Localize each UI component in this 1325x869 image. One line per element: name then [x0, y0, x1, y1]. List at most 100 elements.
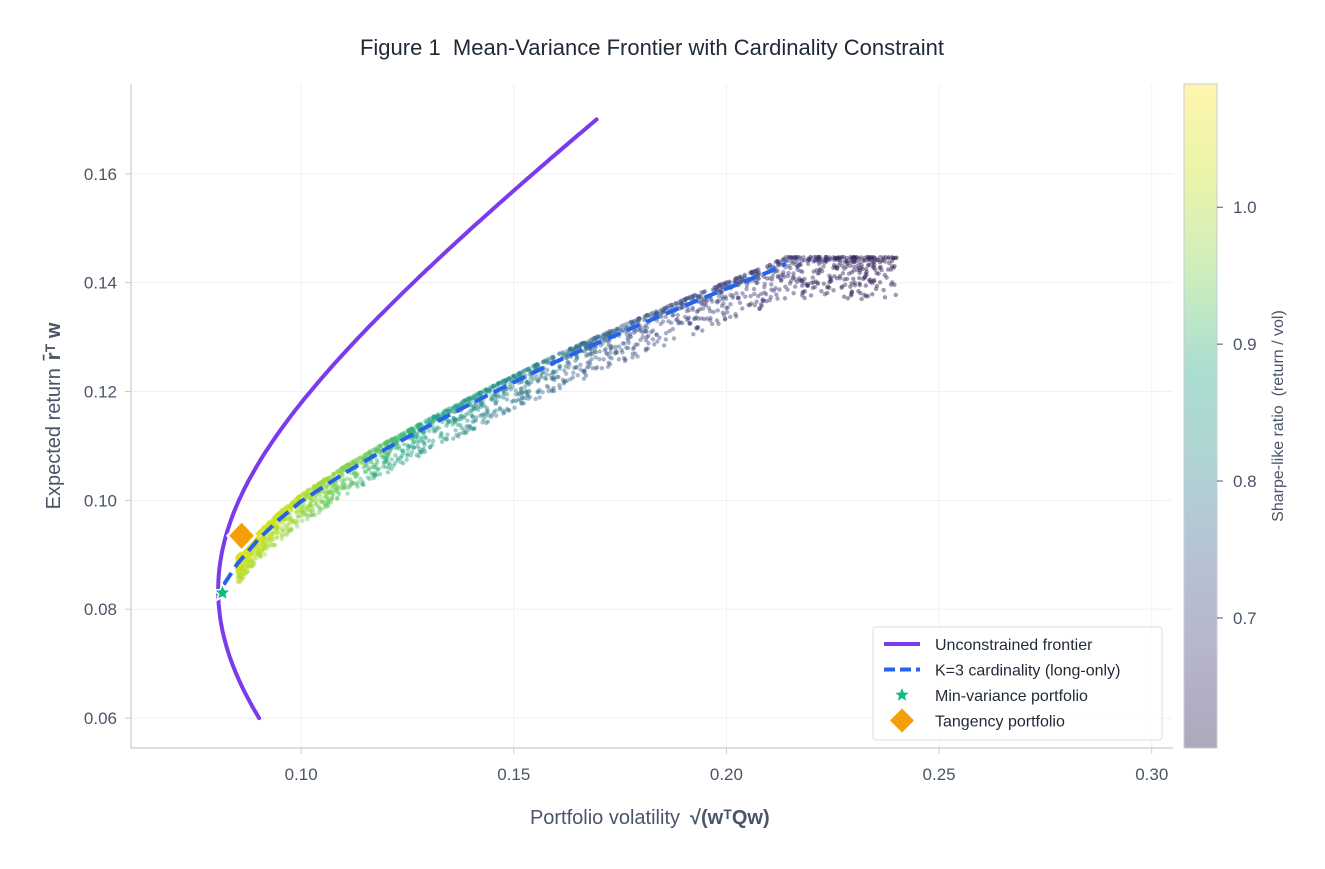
- scatter-point: [345, 476, 350, 481]
- scatter-point: [360, 479, 365, 484]
- scatter-point: [313, 483, 318, 488]
- scatter-point: [793, 284, 798, 289]
- scatter-point: [261, 544, 267, 549]
- scatter-point: [775, 259, 780, 264]
- scatter-point: [432, 429, 437, 434]
- scatter-point: [678, 301, 684, 307]
- scatter-point: [236, 579, 242, 585]
- scatter-point: [274, 534, 280, 539]
- scatter-point: [653, 309, 659, 314]
- scatter-point: [333, 484, 338, 489]
- scatter-point: [264, 539, 269, 544]
- scatter-point: [471, 406, 477, 411]
- scatter-point: [465, 396, 470, 402]
- scatter-point: [277, 521, 283, 526]
- scatter-point: [257, 548, 262, 553]
- scatter-point: [868, 254, 874, 260]
- scatter-point: [316, 481, 321, 486]
- scatter-point: [305, 507, 310, 513]
- scatter-point: [305, 491, 310, 497]
- scatter-point: [619, 347, 624, 353]
- scatter-point: [321, 490, 327, 495]
- scatter-point: [367, 451, 372, 456]
- scatter-point: [270, 531, 275, 536]
- scatter-point: [607, 329, 612, 334]
- scatter-point: [415, 423, 420, 428]
- scatter-point: [614, 350, 620, 355]
- scatter-point: [374, 472, 380, 477]
- scatter-point: [519, 390, 525, 395]
- scatter-point: [410, 440, 416, 446]
- scatter-point: [525, 393, 530, 398]
- scatter-point: [235, 554, 241, 560]
- scatter-point: [881, 255, 886, 260]
- scatter-point: [614, 326, 619, 332]
- scatter-point: [430, 442, 435, 447]
- scatter-point: [433, 414, 438, 420]
- scatter-point: [746, 302, 751, 308]
- scatter-point: [493, 393, 498, 398]
- scatter-point: [490, 384, 496, 389]
- scatter-point: [462, 398, 468, 403]
- scatter-point: [431, 414, 436, 419]
- scatter-point: [235, 554, 241, 560]
- scatter-point: [274, 524, 280, 529]
- scatter-point: [573, 358, 578, 363]
- legend-label: Min-variance portfolio: [935, 688, 1088, 705]
- scatter-point: [363, 452, 368, 457]
- scatter-point: [310, 486, 316, 492]
- scatter-point: [631, 345, 637, 350]
- scatter-point: [518, 372, 524, 378]
- scatter-point: [235, 571, 241, 576]
- scatter-point: [694, 315, 699, 320]
- scatter-point: [874, 270, 879, 276]
- scatter-point: [551, 388, 557, 394]
- scatter-point: [638, 327, 643, 332]
- scatter-point: [721, 312, 727, 318]
- scatter-point: [545, 358, 551, 364]
- scatter-point: [512, 405, 517, 410]
- scatter-point: [431, 414, 437, 419]
- scatter-point: [315, 483, 320, 488]
- scatter-point: [585, 360, 590, 366]
- scatter-point: [530, 364, 536, 369]
- scatter-point: [563, 352, 568, 357]
- scatter-point: [299, 492, 305, 498]
- scatter-point: [871, 278, 877, 284]
- scatter-point: [714, 318, 720, 323]
- scatter-point: [747, 270, 753, 275]
- scatter-point: [563, 355, 568, 361]
- scatter-point: [356, 460, 362, 466]
- scatter-point: [318, 494, 323, 499]
- scatter-point: [581, 376, 587, 381]
- scatter-point: [691, 316, 697, 321]
- scatter-point: [268, 519, 273, 524]
- scatter-point: [389, 457, 394, 462]
- scatter-point: [532, 364, 537, 369]
- x-tick-label: 0.10: [285, 765, 318, 784]
- scatter-point: [426, 438, 432, 443]
- scatter-point: [260, 540, 265, 546]
- scatter-point: [797, 261, 802, 267]
- scatter-point: [365, 475, 370, 480]
- scatter-point: [537, 387, 542, 393]
- scatter-point: [770, 273, 775, 279]
- scatter-point: [674, 317, 679, 323]
- scatter-point: [812, 258, 817, 263]
- scatter-point: [595, 334, 600, 339]
- scatter-point: [453, 428, 458, 433]
- scatter-point: [695, 293, 700, 299]
- scatter-point: [498, 380, 504, 385]
- scatter-point: [395, 456, 401, 461]
- scatter-point: [650, 310, 655, 316]
- scatter-point: [625, 337, 631, 343]
- scatter-point: [767, 276, 772, 281]
- scatter-point: [721, 301, 726, 306]
- scatter-point: [261, 542, 267, 548]
- scatter-point: [623, 357, 628, 362]
- scatter-point: [650, 337, 656, 342]
- scatter-point: [239, 571, 245, 577]
- scatter-point: [795, 257, 800, 263]
- scatter-point: [633, 342, 638, 347]
- scatter-point: [240, 551, 245, 557]
